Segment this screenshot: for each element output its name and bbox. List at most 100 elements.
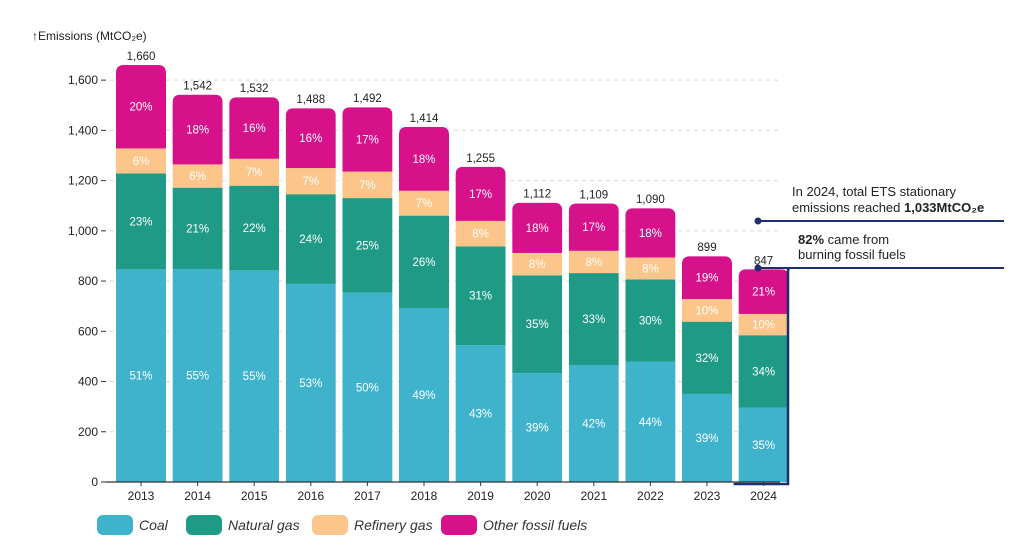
x-tick-label: 2022 <box>637 489 664 503</box>
bar-segment-natural-gas <box>512 275 563 374</box>
segment-percent-label: 22% <box>243 223 266 235</box>
bar-segment-natural-gas <box>172 187 223 269</box>
bar-total-label: 1,414 <box>410 113 439 125</box>
segment-percent-label: 16% <box>243 123 266 135</box>
annotation-bracket <box>733 268 790 486</box>
segment-percent-label: 10% <box>752 320 775 332</box>
y-tick-label: 1,400 <box>68 123 98 137</box>
legend-swatch <box>97 515 133 535</box>
bar-total-label: 1,090 <box>636 194 665 206</box>
bar-total-label: 1,660 <box>127 51 156 63</box>
segment-percent-label: 18% <box>526 223 549 235</box>
segment-percent-label: 32% <box>695 353 718 365</box>
segment-percent-label: 43% <box>469 409 492 421</box>
bar-segment-other-fossil-fuels <box>116 65 166 149</box>
x-tick-label: 2023 <box>694 489 721 503</box>
bar-segment-coal <box>172 268 223 482</box>
bar-total-label: 847 <box>754 255 773 267</box>
y-tick-label: 1,600 <box>68 73 98 87</box>
bar-segment-coal <box>229 270 280 482</box>
bar-group-2024: 35% 34% 10% 21% 847 <box>738 255 789 482</box>
bar-segment-natural-gas <box>285 194 336 284</box>
segment-percent-label: 7% <box>416 198 433 210</box>
bar-segment-other-fossil-fuels <box>399 126 449 191</box>
bar-segment-refinery-gas <box>625 257 676 280</box>
bar-segment-refinery-gas <box>738 313 789 336</box>
bar-total-label: 1,255 <box>466 153 495 165</box>
segment-percent-label: 18% <box>412 154 435 166</box>
y-tick-label: 800 <box>78 274 98 288</box>
bar-segment-coal <box>285 283 336 482</box>
bar-segment-coal <box>512 373 563 482</box>
bar-segment-coal <box>682 393 732 482</box>
segment-percent-label: 6% <box>133 156 150 168</box>
bar-total-label: 899 <box>697 242 716 254</box>
x-tick-label: 2014 <box>184 489 211 503</box>
y-tick-label: 0 <box>91 475 98 489</box>
legend-label: Refinery gas <box>354 517 433 533</box>
segment-percent-label: 31% <box>469 291 492 303</box>
segment-percent-label: 50% <box>356 382 379 394</box>
bar-segment-natural-gas <box>625 279 676 362</box>
annotation-text: 82% came from <box>798 232 889 247</box>
bar-segment-natural-gas <box>738 335 789 408</box>
segment-percent-label: 24% <box>299 234 322 246</box>
x-tick-label: 2013 <box>128 489 155 503</box>
x-tick-label: 2016 <box>297 489 324 503</box>
bar-segment-other-fossil-fuels <box>738 269 789 314</box>
y-tick-label: 1,200 <box>68 174 98 188</box>
bar-segment-coal <box>342 292 393 482</box>
bar-group-2023: 39% 32% 10% 19% 899 <box>682 242 732 482</box>
segment-percent-label: 7% <box>359 180 376 192</box>
bar-segment-coal <box>568 365 619 482</box>
legend: Coal Natural gas Refinery gas Other fossil … <box>97 515 587 535</box>
bar-segment-coal <box>738 407 789 482</box>
bar-segment-refinery-gas <box>285 168 336 195</box>
segment-percent-label: 33% <box>582 314 605 326</box>
legend-label: Coal <box>139 517 169 533</box>
bar-segment-refinery-gas <box>172 164 223 188</box>
bar-segment-natural-gas <box>455 246 506 346</box>
bar-segment-other-fossil-fuels <box>455 166 506 221</box>
legend-swatch <box>441 515 477 535</box>
segment-percent-label: 8% <box>642 263 659 275</box>
segment-percent-label: 16% <box>299 133 322 145</box>
bar-group-2019: 43% 31% 8% 17% 1,255 <box>455 153 506 482</box>
bar-segment-refinery-gas <box>399 190 449 216</box>
segment-percent-label: 21% <box>186 223 209 235</box>
bar-segment-coal <box>116 269 166 482</box>
legend-swatch <box>186 515 222 535</box>
x-tick-label: 2015 <box>241 489 268 503</box>
segment-percent-label: 39% <box>695 433 718 445</box>
legend-label: Natural gas <box>228 517 300 533</box>
bar-group-2022: 44% 30% 8% 18% 1,090 <box>625 194 676 482</box>
bar-segment-coal <box>455 345 506 482</box>
y-tick-label: 1,000 <box>68 224 98 238</box>
legend-swatch <box>312 515 348 535</box>
segment-percent-label: 20% <box>129 102 152 114</box>
segment-percent-label: 6% <box>189 171 206 183</box>
bar-segment-refinery-gas <box>342 171 393 199</box>
segment-percent-label: 49% <box>412 390 435 402</box>
segment-percent-label: 7% <box>302 176 319 188</box>
bar-group-2016: 53% 24% 7% 16% 1,488 <box>285 94 336 482</box>
segment-percent-label: 30% <box>639 315 662 327</box>
segment-percent-label: 18% <box>186 125 209 137</box>
segment-percent-label: 8% <box>472 229 489 241</box>
bar-segment-other-fossil-fuels <box>172 94 223 165</box>
bar-group-2017: 50% 25% 7% 17% 1,492 <box>342 93 393 482</box>
x-tick-label: 2024 <box>750 489 777 503</box>
y-tick-label: 400 <box>78 375 98 389</box>
segment-percent-label: 42% <box>582 419 605 431</box>
y-tick-label: 600 <box>78 324 98 338</box>
bar-total-label: 1,488 <box>296 94 325 106</box>
bar-segment-other-fossil-fuels <box>625 208 676 258</box>
bar-segment-natural-gas <box>342 198 393 293</box>
segment-percent-label: 25% <box>356 240 379 252</box>
bar-segment-refinery-gas <box>116 148 166 174</box>
annotation-text: burning fossil fuels <box>798 247 906 262</box>
bar-segment-natural-gas <box>229 185 280 271</box>
bar-segment-coal <box>625 361 676 482</box>
bar-total-label: 1,112 <box>523 189 551 201</box>
